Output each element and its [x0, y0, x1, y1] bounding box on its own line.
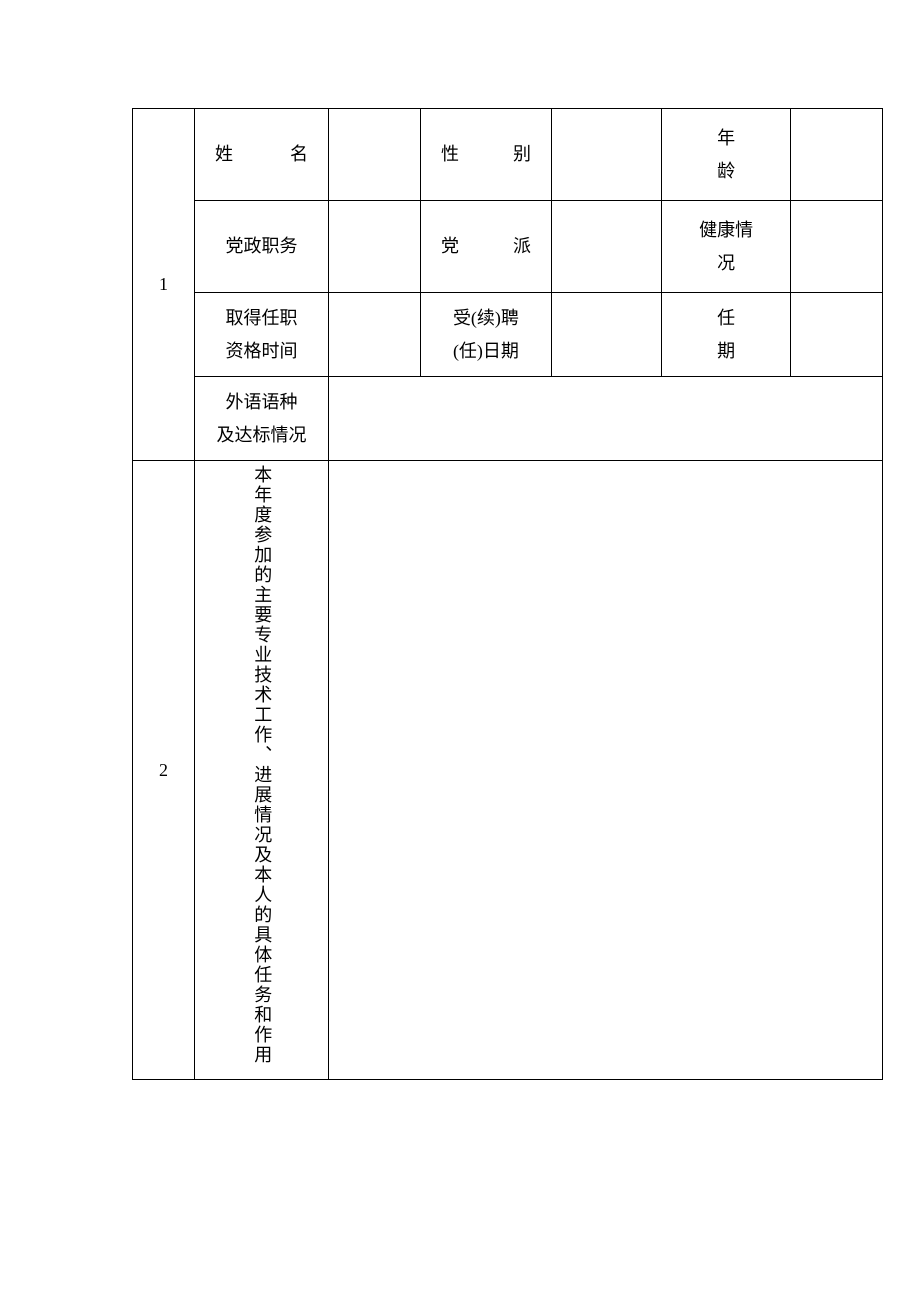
- section2-number: 2: [133, 461, 195, 1080]
- language-label-line1: 外语语种: [199, 386, 324, 418]
- term-value: [791, 293, 883, 377]
- gender-label: 性 别: [420, 109, 551, 201]
- age-value: [791, 109, 883, 201]
- section2-label-cell: 本年度参加的主要专业技术工作、进展情况及本人的具体任务和作用: [195, 461, 329, 1080]
- age-label: 年 龄: [662, 109, 791, 201]
- party-value: [551, 201, 661, 293]
- party-position-value: [329, 201, 421, 293]
- health-value: [791, 201, 883, 293]
- section2-content: [329, 461, 883, 1080]
- name-value: [329, 109, 421, 201]
- personnel-form-table: 1 姓 名 性 别 年 龄 党政职务 党 派: [132, 108, 883, 1080]
- gender-label-char2: 别: [513, 138, 531, 170]
- term-label-char1: 任: [666, 302, 786, 334]
- health-label: 健康情 况: [662, 201, 791, 293]
- gender-value: [551, 109, 661, 201]
- qualification-time-label: 取得任职 资格时间: [195, 293, 329, 377]
- language-value: [329, 377, 883, 461]
- term-label-char2: 期: [666, 335, 786, 367]
- name-label-char1: 姓: [215, 138, 233, 170]
- age-label-char2: 龄: [666, 155, 786, 187]
- party-label-char1: 党: [441, 230, 459, 262]
- employment-date-label-line1: 受(续)聘: [425, 302, 547, 334]
- employment-date-label-line2: (任)日期: [425, 335, 547, 367]
- name-label: 姓 名: [195, 109, 329, 201]
- employment-date-value: [551, 293, 661, 377]
- health-label-line1: 健康情: [666, 214, 786, 246]
- qualification-time-value: [329, 293, 421, 377]
- section2-label-text: 本年度参加的主要专业技术工作、进展情况及本人的具体任务和作用: [250, 465, 273, 1065]
- party-label: 党 派: [420, 201, 551, 293]
- age-label-char1: 年: [666, 122, 786, 154]
- section1-number: 1: [133, 109, 195, 461]
- party-position-label: 党政职务: [195, 201, 329, 293]
- name-label-char2: 名: [290, 138, 308, 170]
- qualification-time-label-line2: 资格时间: [199, 335, 324, 367]
- qualification-time-label-line1: 取得任职: [199, 302, 324, 334]
- language-label: 外语语种 及达标情况: [195, 377, 329, 461]
- health-label-line2: 况: [666, 247, 786, 279]
- gender-label-char1: 性: [441, 138, 459, 170]
- party-label-char2: 派: [513, 230, 531, 262]
- term-label: 任 期: [662, 293, 791, 377]
- employment-date-label: 受(续)聘 (任)日期: [420, 293, 551, 377]
- language-label-line2: 及达标情况: [199, 419, 324, 451]
